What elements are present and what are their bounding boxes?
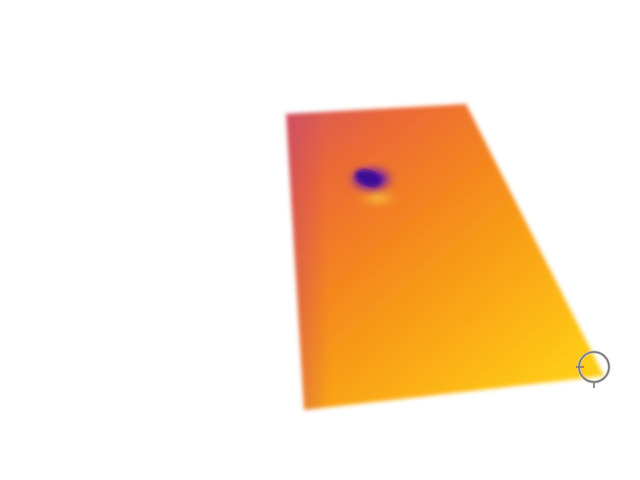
- thermal-slab: [286, 104, 604, 410]
- crosshair-circle-icon[interactable]: [576, 350, 611, 388]
- cold-spot: [347, 165, 400, 206]
